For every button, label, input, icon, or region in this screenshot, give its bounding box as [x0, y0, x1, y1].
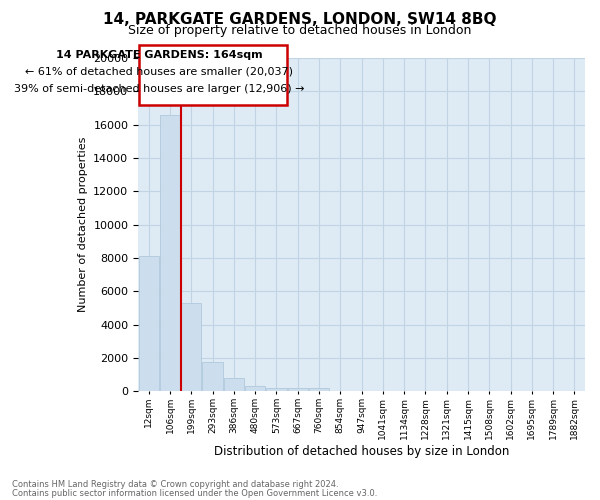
Bar: [181, 303, 202, 392]
Text: Contains public sector information licensed under the Open Government Licence v3: Contains public sector information licen…: [12, 488, 377, 498]
Bar: [224, 378, 244, 392]
Text: Size of property relative to detached houses in London: Size of property relative to detached ho…: [128, 24, 472, 37]
Bar: [139, 44, 287, 104]
X-axis label: Distribution of detached houses by size in London: Distribution of detached houses by size …: [214, 444, 509, 458]
Bar: [202, 362, 223, 392]
Bar: [287, 388, 308, 392]
Bar: [139, 256, 159, 392]
Y-axis label: Number of detached properties: Number of detached properties: [78, 137, 88, 312]
Text: 14, PARKGATE GARDENS, LONDON, SW14 8BQ: 14, PARKGATE GARDENS, LONDON, SW14 8BQ: [103, 12, 497, 28]
Bar: [160, 114, 180, 392]
Text: ← 61% of detached houses are smaller (20,037): ← 61% of detached houses are smaller (20…: [25, 66, 293, 76]
Text: 39% of semi-detached houses are larger (12,906) →: 39% of semi-detached houses are larger (…: [14, 84, 305, 94]
Bar: [266, 388, 287, 392]
Bar: [309, 388, 329, 392]
Text: Contains HM Land Registry data © Crown copyright and database right 2024.: Contains HM Land Registry data © Crown c…: [12, 480, 338, 489]
Text: 14 PARKGATE GARDENS: 164sqm: 14 PARKGATE GARDENS: 164sqm: [56, 50, 263, 59]
Bar: [245, 386, 265, 392]
